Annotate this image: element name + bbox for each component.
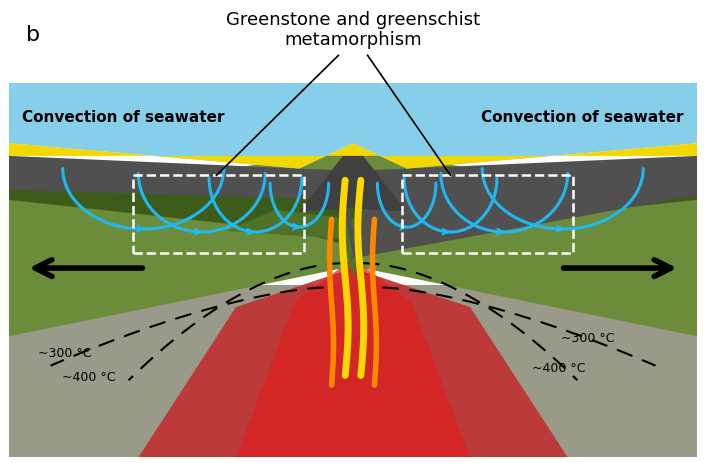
Text: ~300 °C: ~300 °C (561, 332, 614, 344)
Text: b: b (26, 25, 40, 45)
Bar (402, 176, 573, 254)
Polygon shape (8, 166, 353, 247)
Polygon shape (226, 210, 353, 278)
Text: Greenstone and greenschist
metamorphism: Greenstone and greenschist metamorphism (226, 11, 480, 49)
Text: ~400 °C: ~400 °C (532, 361, 585, 374)
Polygon shape (236, 259, 470, 457)
Polygon shape (8, 152, 353, 337)
Polygon shape (8, 83, 698, 169)
Text: Convection of seawater: Convection of seawater (23, 110, 225, 125)
Polygon shape (8, 144, 698, 169)
Text: Convection of seawater: Convection of seawater (481, 110, 683, 125)
Polygon shape (8, 286, 698, 457)
Bar (133, 176, 304, 254)
Text: ~400 °C: ~400 °C (62, 370, 116, 383)
Polygon shape (353, 152, 698, 337)
Polygon shape (353, 166, 698, 247)
Polygon shape (299, 144, 407, 212)
Text: ~300 °C: ~300 °C (38, 346, 91, 359)
Polygon shape (353, 210, 480, 278)
Polygon shape (8, 6, 698, 83)
Polygon shape (138, 269, 568, 457)
Polygon shape (8, 156, 698, 259)
